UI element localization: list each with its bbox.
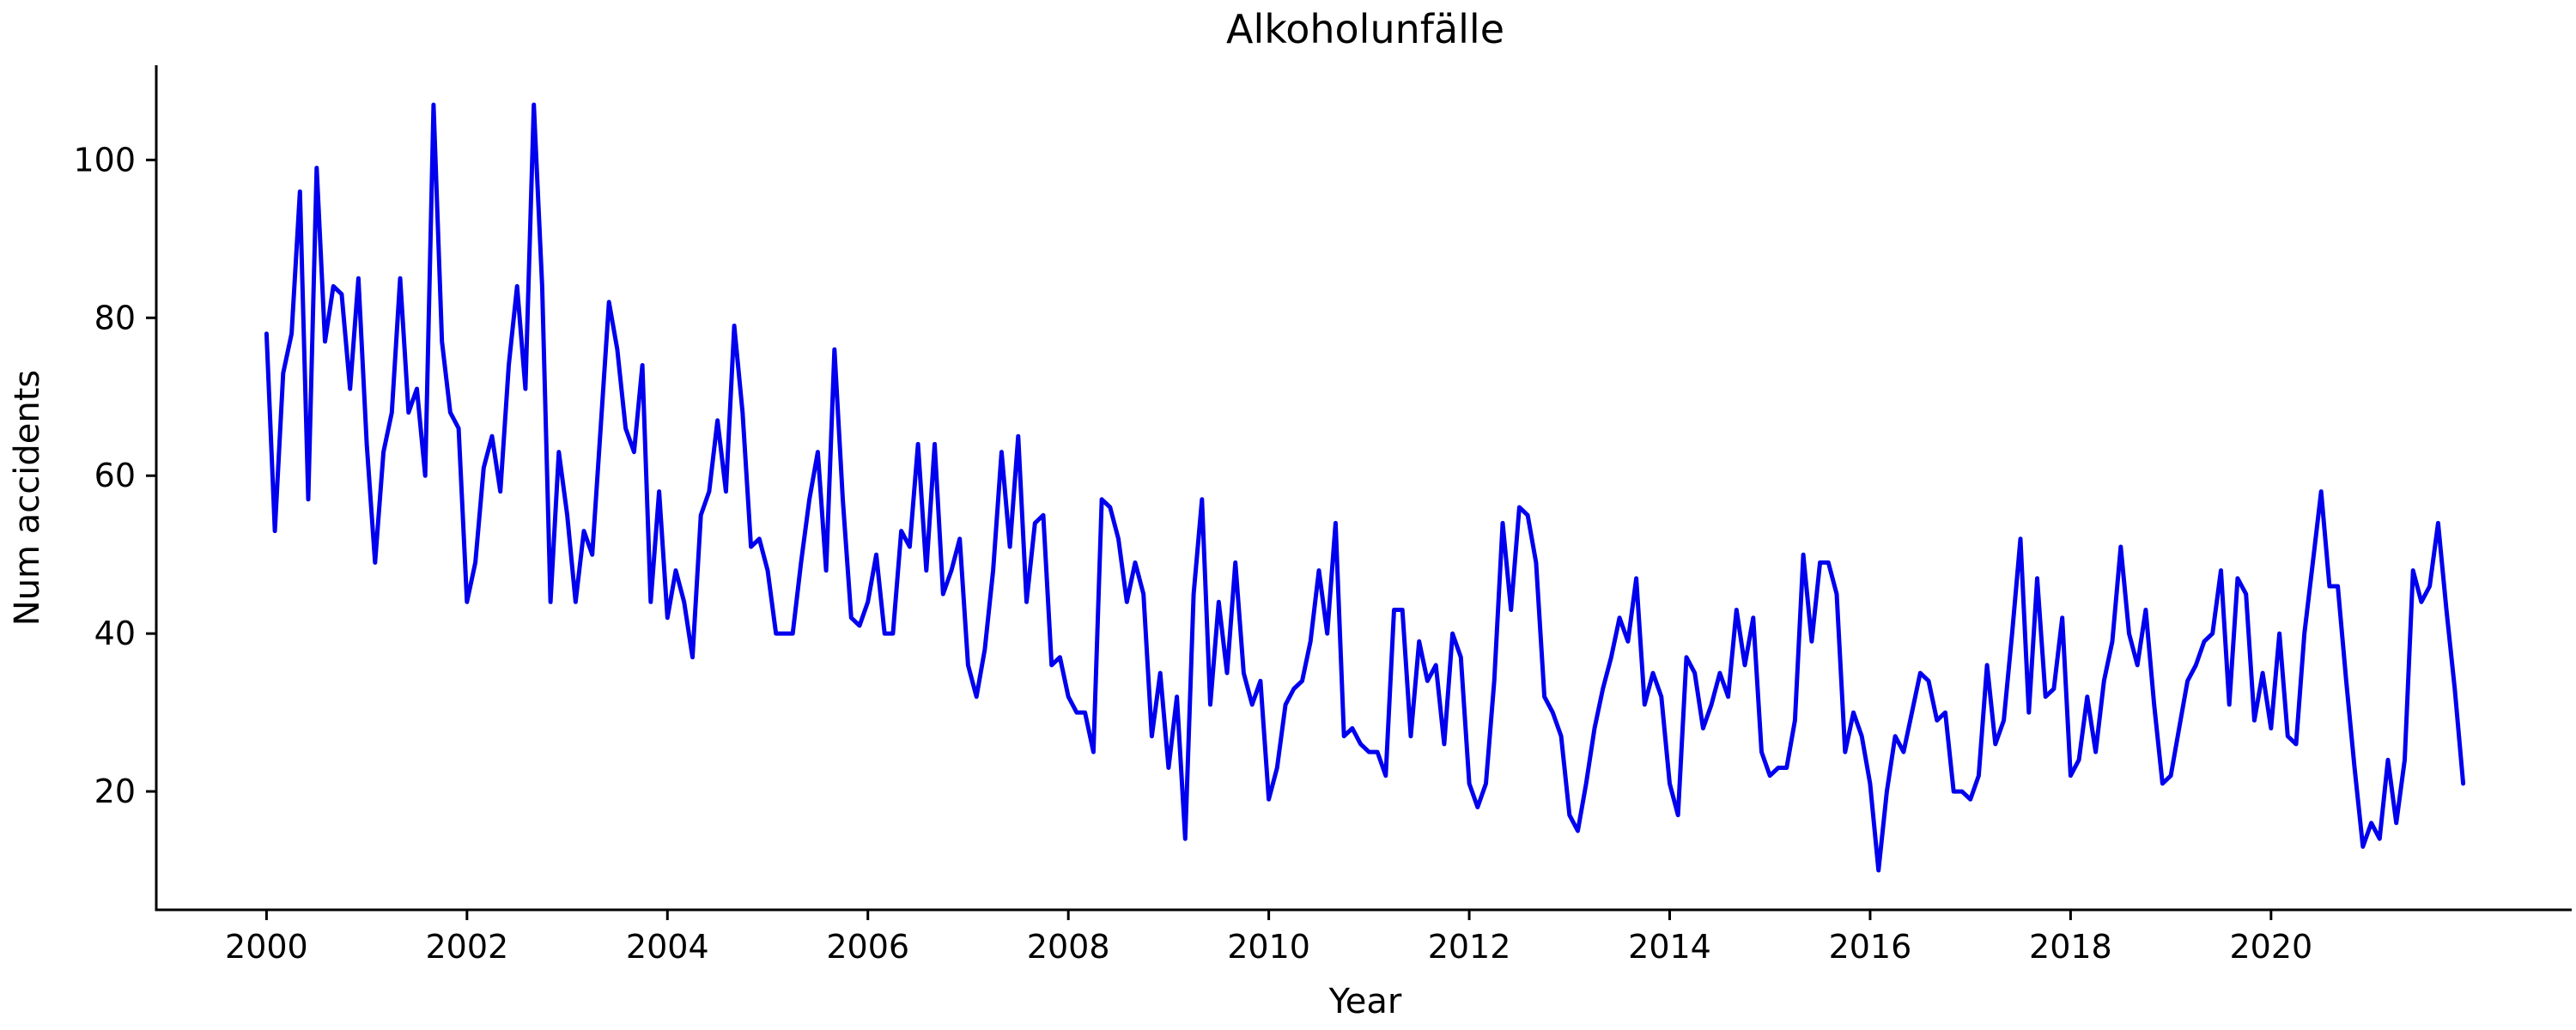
y-tick-label: 40 [94, 615, 136, 652]
x-tick-label: 2004 [626, 928, 709, 966]
y-tick-label: 20 [94, 772, 136, 810]
x-tick-label: 2008 [1027, 928, 1110, 966]
x-tick-label: 2018 [2029, 928, 2112, 966]
x-tick-label: 2000 [225, 928, 308, 966]
x-tick-label: 2016 [1829, 928, 1912, 966]
y-axis-label: Num accidents [8, 370, 47, 626]
y-tick-label: 100 [73, 141, 136, 179]
x-axis-label: Year [1328, 982, 1402, 1021]
x-tick-label: 2012 [1428, 928, 1511, 966]
x-axis-ticks: 2000 2002 2004 2006 2008 2010 2012 2014 2016 2018… [225, 910, 2312, 966]
y-axis-ticks: 20 40 60 80 100 [73, 141, 156, 810]
chart-title: Alkoholunfälle [1226, 6, 1504, 52]
y-tick-label: 80 [94, 299, 136, 336]
x-tick-label: 2002 [425, 928, 508, 966]
y-tick-label: 60 [94, 457, 136, 494]
x-tick-label: 2014 [1628, 928, 1711, 966]
x-tick-label: 2010 [1227, 928, 1310, 966]
x-tick-label: 2020 [2229, 928, 2312, 966]
x-tick-label: 2006 [826, 928, 909, 966]
series-line [264, 102, 2466, 873]
